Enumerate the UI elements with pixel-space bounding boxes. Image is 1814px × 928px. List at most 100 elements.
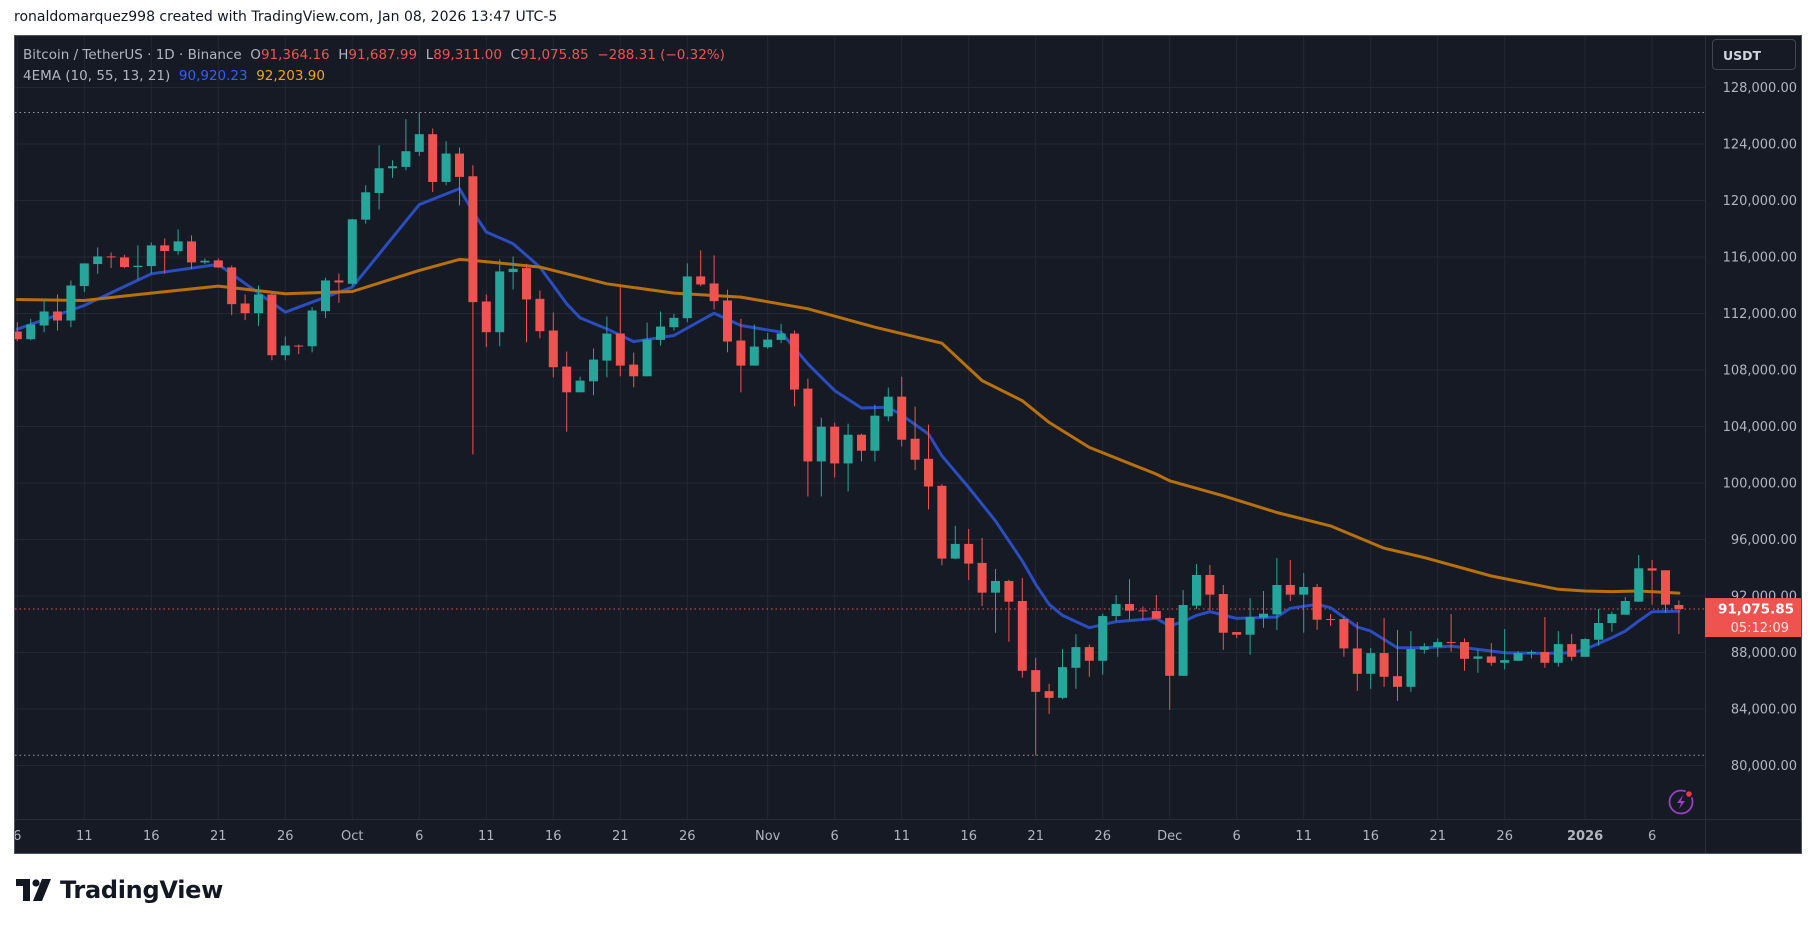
- candle-down[interactable]: [1232, 632, 1242, 639]
- candle-up[interactable]: [388, 160, 397, 178]
- candle-up[interactable]: [146, 242, 156, 274]
- candlestick-chart[interactable]: 128,000.00 124,000.00 120,000.00 116,000.00…: [15, 36, 1801, 853]
- candle-down[interactable]: [120, 254, 129, 269]
- candle-down[interactable]: [187, 235, 196, 269]
- candle-up[interactable]: [642, 322, 652, 377]
- candle-down[interactable]: [1218, 584, 1228, 650]
- candle-up[interactable]: [1594, 609, 1603, 646]
- candle-up[interactable]: [843, 423, 853, 492]
- candle-down[interactable]: [1004, 579, 1014, 642]
- candle-up[interactable]: [414, 112, 424, 156]
- candle-up[interactable]: [1098, 613, 1108, 675]
- candle-down[interactable]: [1446, 614, 1456, 652]
- candle-down[interactable]: [1567, 634, 1577, 661]
- candle-down[interactable]: [1044, 683, 1054, 714]
- candle-up[interactable]: [321, 277, 330, 319]
- candle-up[interactable]: [656, 311, 665, 346]
- candle-down[interactable]: [897, 376, 907, 447]
- candle-up[interactable]: [254, 285, 263, 327]
- candle-up[interactable]: [991, 568, 1000, 633]
- candle-up[interactable]: [200, 258, 210, 265]
- candle-up[interactable]: [669, 313, 679, 331]
- candle-down[interactable]: [709, 255, 719, 310]
- candle-up[interactable]: [682, 263, 692, 323]
- candle-down[interactable]: [1285, 559, 1295, 602]
- candle-down[interactable]: [1312, 583, 1322, 630]
- candle-down[interactable]: [15, 322, 22, 342]
- candle-down[interactable]: [723, 289, 732, 353]
- candle-up[interactable]: [347, 218, 357, 286]
- candle-down[interactable]: [1125, 579, 1134, 620]
- candle-down[interactable]: [803, 378, 813, 497]
- candle-up[interactable]: [361, 185, 371, 224]
- candle-up[interactable]: [816, 417, 826, 497]
- candle-up[interactable]: [1607, 611, 1617, 632]
- candle-down[interactable]: [1031, 657, 1041, 756]
- candle-down[interactable]: [267, 292, 277, 361]
- candle-up[interactable]: [374, 145, 384, 210]
- candle-down[interactable]: [455, 147, 464, 206]
- candle-up[interactable]: [441, 141, 451, 186]
- candle-up[interactable]: [602, 316, 612, 378]
- candle-up[interactable]: [79, 263, 89, 293]
- candle-down[interactable]: [548, 312, 558, 378]
- candle-up[interactable]: [173, 229, 183, 255]
- candle-up[interactable]: [1433, 638, 1443, 657]
- candle-down[interactable]: [1674, 600, 1684, 634]
- candle-up[interactable]: [39, 299, 49, 333]
- candle-down[interactable]: [964, 528, 974, 580]
- candle-down[interactable]: [1540, 617, 1550, 668]
- candle-down[interactable]: [535, 290, 545, 339]
- candle-up[interactable]: [950, 525, 960, 560]
- candle-up[interactable]: [133, 245, 143, 280]
- candle-down[interactable]: [1017, 577, 1027, 678]
- candle-down[interactable]: [1326, 614, 1335, 626]
- candle-down[interactable]: [1647, 559, 1657, 605]
- candle-up[interactable]: [280, 336, 290, 361]
- candle-down[interactable]: [1661, 570, 1670, 613]
- candle-up[interactable]: [1513, 651, 1523, 661]
- candle-down[interactable]: [522, 263, 531, 343]
- candle-down[interactable]: [830, 422, 840, 478]
- candle-up[interactable]: [1366, 648, 1376, 689]
- candle-down[interactable]: [1339, 616, 1349, 657]
- candle-up[interactable]: [1192, 563, 1201, 609]
- candle-down[interactable]: [736, 318, 746, 393]
- candle-down[interactable]: [53, 294, 62, 331]
- candle-up[interactable]: [1299, 572, 1309, 633]
- candle-down[interactable]: [1084, 644, 1094, 677]
- candle-up[interactable]: [1500, 629, 1510, 670]
- candle-up[interactable]: [870, 404, 880, 462]
- candle-down[interactable]: [857, 433, 866, 462]
- candle-up[interactable]: [508, 256, 518, 290]
- candle-up[interactable]: [749, 324, 759, 366]
- candle-down[interactable]: [240, 294, 250, 321]
- candle-up[interactable]: [763, 332, 773, 349]
- lightning-icon[interactable]: [1668, 789, 1694, 815]
- candle-down[interactable]: [334, 273, 344, 303]
- candle-down[interactable]: [977, 537, 987, 607]
- candle-up[interactable]: [1527, 650, 1536, 659]
- candle-down[interactable]: [294, 344, 304, 355]
- candle-down[interactable]: [696, 250, 706, 287]
- candle-up[interactable]: [495, 259, 505, 347]
- candle-up[interactable]: [1580, 638, 1590, 657]
- candle-down[interactable]: [1138, 606, 1148, 620]
- candle-down[interactable]: [428, 128, 438, 192]
- candle-up[interactable]: [1058, 649, 1067, 700]
- candle-down[interactable]: [1165, 617, 1175, 710]
- candle-up[interactable]: [66, 280, 76, 328]
- candle-down[interactable]: [1151, 594, 1161, 619]
- candle-down[interactable]: [1460, 638, 1469, 671]
- candle-up[interactable]: [93, 247, 103, 274]
- candle-up[interactable]: [1553, 631, 1563, 667]
- candle-down[interactable]: [1379, 618, 1389, 687]
- candle-up[interactable]: [401, 119, 411, 171]
- candle-down[interactable]: [1393, 630, 1402, 701]
- candle-down[interactable]: [937, 484, 947, 566]
- candle-down[interactable]: [910, 406, 920, 471]
- candle-up[interactable]: [575, 376, 585, 393]
- candle-down[interactable]: [468, 165, 478, 455]
- candle-up[interactable]: [1406, 631, 1416, 692]
- candle-up[interactable]: [1178, 589, 1188, 676]
